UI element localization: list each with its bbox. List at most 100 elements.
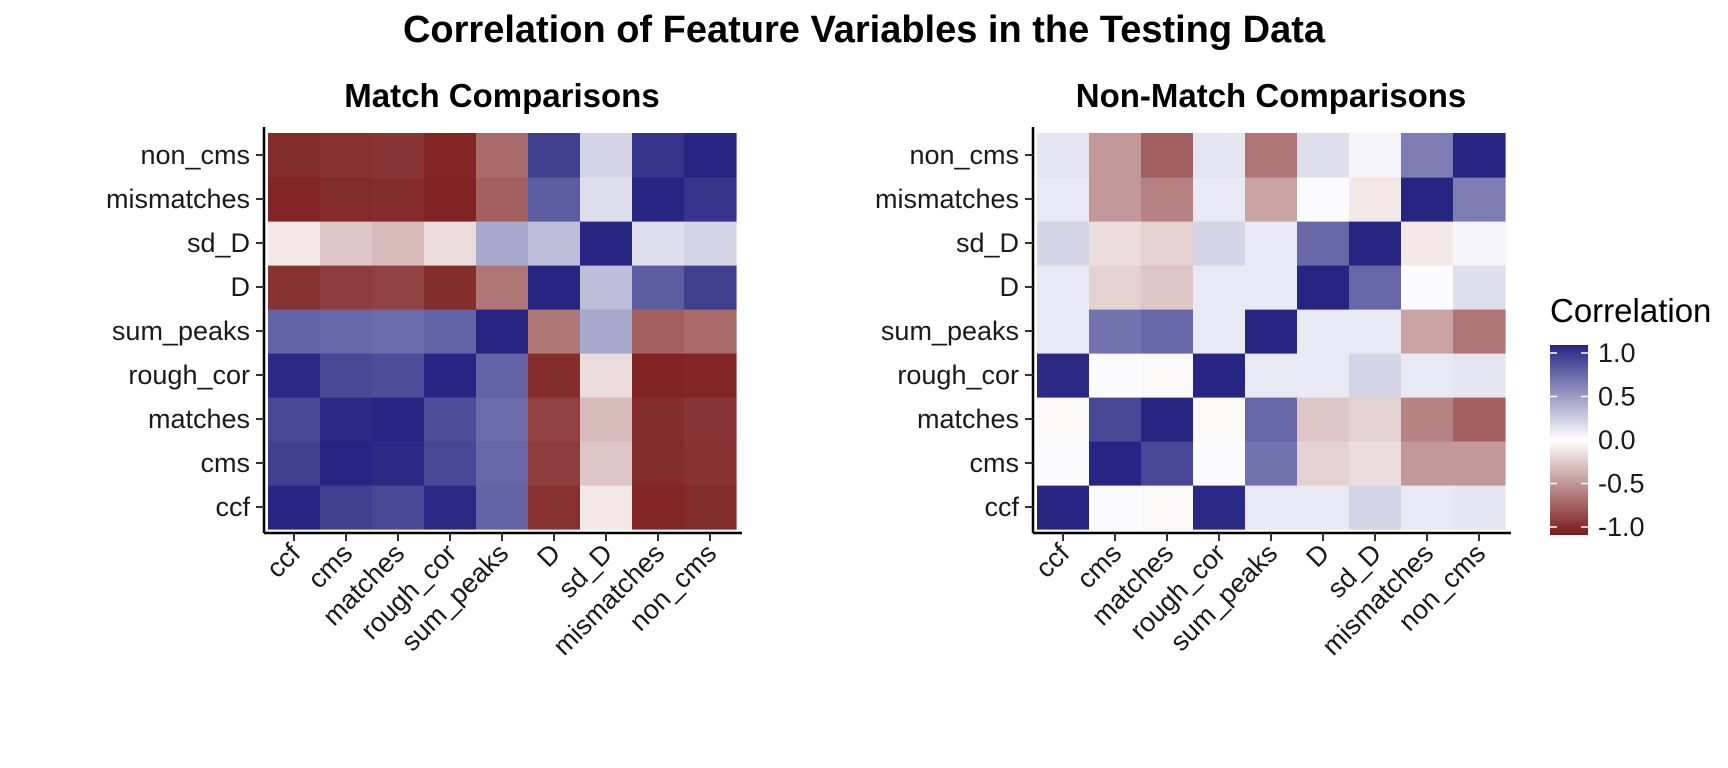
x-tick-label-ccf: ccf: [261, 538, 307, 584]
heatmap-cell-cms-matches: [320, 397, 373, 442]
heatmap-cell-matches-rough_cor: [372, 353, 425, 398]
heatmap-cell-sd_D-non_cms: [580, 133, 633, 178]
heatmap-cell-matches-mismatches: [1141, 177, 1194, 222]
heatmap-cell-sd_D-D: [580, 265, 633, 310]
heatmap-cell-rough_cor-non_cms: [1193, 133, 1246, 178]
heatmap-cell-ccf-cms: [1037, 441, 1090, 486]
y-tick-label-cms: cms: [970, 448, 1020, 478]
heatmap-cell-D-sum_peaks: [528, 309, 581, 354]
heatmap-cell-matches-ccf: [372, 485, 425, 530]
legend-ticks: 1.0 0.5 0.0 -0.5 -1.0: [1550, 338, 1645, 542]
heatmap-cell-non_cms-rough_cor: [1453, 353, 1506, 398]
heatmap-cell-cms-ccf: [1089, 485, 1142, 530]
y-tick-label-rough_cor: rough_cor: [128, 360, 250, 390]
heatmap-cell-ccf-cms: [268, 441, 321, 486]
heatmap-cell-D-matches: [528, 397, 581, 442]
heatmap-cell-rough_cor-D: [1193, 265, 1246, 310]
y-tick-label-matches: matches: [917, 404, 1019, 434]
heatmap-cell-cms-rough_cor: [1089, 353, 1142, 398]
heatmap-cell-cms-matches: [1089, 397, 1142, 442]
heatmap-cell-ccf-rough_cor: [1037, 353, 1090, 398]
heatmap-cell-D-non_cms: [528, 133, 581, 178]
heatmap-cell-matches-sd_D: [1141, 221, 1194, 266]
heatmap-cell-non_cms-sum_peaks: [684, 309, 737, 354]
heatmap-cell-rough_cor-non_cms: [424, 133, 477, 178]
heatmap-cell-cms-cms: [320, 441, 373, 486]
y-tick-label-ccf: ccf: [984, 492, 1019, 522]
heatmap-cell-rough_cor-cms: [424, 441, 477, 486]
heatmap-cell-non_cms-sum_peaks: [1453, 309, 1506, 354]
heatmap-cell-matches-non_cms: [1141, 133, 1194, 178]
heatmap-cell-ccf-rough_cor: [268, 353, 321, 398]
heatmap-cell-sd_D-ccf: [1349, 485, 1402, 530]
heatmap-cell-sd_D-mismatches: [1349, 177, 1402, 222]
heatmap-cell-cms-cms: [1089, 441, 1142, 486]
heatmap-cell-mismatches-D: [1401, 265, 1454, 310]
heatmap-cell-cms-D: [320, 265, 373, 310]
heatmap-cell-D-non_cms: [1297, 133, 1350, 178]
heatmap-cell-rough_cor-rough_cor: [424, 353, 477, 398]
heatmap-cell-mismatches-sum_peaks: [1401, 309, 1454, 354]
heatmap-cell-sd_D-matches: [580, 397, 633, 442]
non-match-comparisons-panel: Non-Match Comparisons ccf cms matches rough…: [875, 77, 1511, 661]
heatmap-cell-ccf-sum_peaks: [1037, 309, 1090, 354]
heatmap-cell-matches-sum_peaks: [1141, 309, 1194, 354]
heatmap-cell-matches-D: [372, 265, 425, 310]
heatmap-cell-ccf-ccf: [268, 485, 321, 530]
heatmap-cell-ccf-mismatches: [268, 177, 321, 222]
heatmap-cell-matches-sd_D: [372, 221, 425, 266]
heatmap-cell-ccf-ccf: [1037, 485, 1090, 530]
heatmap-cell-non_cms-mismatches: [1453, 177, 1506, 222]
heatmap-cell-sum_peaks-matches: [1245, 397, 1298, 442]
match-comparisons-panel: Match Comparisons ccf cms matches rough_cor…: [106, 77, 742, 661]
heatmap-cell-sd_D-mismatches: [580, 177, 633, 222]
heatmap-cell-mismatches-sd_D: [632, 221, 685, 266]
heatmap-cell-cms-sum_peaks: [1089, 309, 1142, 354]
heatmap-cell-mismatches-matches: [1401, 397, 1454, 442]
heatmap-cell-sum_peaks-mismatches: [1245, 177, 1298, 222]
heatmap-cell-rough_cor-cms: [1193, 441, 1246, 486]
heatmap-cell-rough_cor-matches: [424, 397, 477, 442]
legend-tick-label: -1.0: [1598, 512, 1645, 542]
heatmap-cell-ccf-matches: [268, 397, 321, 442]
heatmap-cell-rough_cor-ccf: [424, 485, 477, 530]
heatmap-cells-non-match: [1037, 133, 1506, 530]
heatmap-cell-sum_peaks-non_cms: [1245, 133, 1298, 178]
heatmap-cell-ccf-sd_D: [268, 221, 321, 266]
heatmap-cell-sd_D-non_cms: [1349, 133, 1402, 178]
heatmap-cell-non_cms-rough_cor: [684, 353, 737, 398]
y-tick-label-rough_cor: rough_cor: [897, 360, 1019, 390]
heatmap-cell-non_cms-non_cms: [684, 133, 737, 178]
heatmap-cell-non_cms-sd_D: [684, 221, 737, 266]
y-tick-label-sd_D: sd_D: [956, 228, 1019, 258]
heatmap-cell-sd_D-cms: [1349, 441, 1402, 486]
heatmap-cell-sum_peaks-D: [1245, 265, 1298, 310]
legend-tick-label: 0.0: [1598, 425, 1636, 455]
heatmap-cell-matches-cms: [372, 441, 425, 486]
heatmap-cell-cms-sum_peaks: [320, 309, 373, 354]
heatmap-cell-sd_D-matches: [1349, 397, 1402, 442]
heatmap-cell-mismatches-mismatches: [1401, 177, 1454, 222]
heatmap-cell-sum_peaks-cms: [476, 441, 529, 486]
heatmap-cell-sum_peaks-sum_peaks: [476, 309, 529, 354]
heatmap-cell-sum_peaks-cms: [1245, 441, 1298, 486]
heatmap-cell-rough_cor-sd_D: [424, 221, 477, 266]
y-tick-label-D: D: [231, 272, 251, 302]
heatmap-cell-mismatches-cms: [632, 441, 685, 486]
heatmap-cell-matches-rough_cor: [1141, 353, 1194, 398]
heatmap-cell-rough_cor-D: [424, 265, 477, 310]
heatmap-cell-mismatches-sd_D: [1401, 221, 1454, 266]
heatmap-cell-non_cms-ccf: [1453, 485, 1506, 530]
heatmap-cell-mismatches-ccf: [632, 485, 685, 530]
y-tick-label-mismatches: mismatches: [106, 184, 250, 214]
heatmap-cell-rough_cor-ccf: [1193, 485, 1246, 530]
heatmap-cell-D-D: [1297, 265, 1350, 310]
heatmap-cell-ccf-D: [268, 265, 321, 310]
heatmap-cell-D-matches: [1297, 397, 1350, 442]
heatmap-cell-rough_cor-mismatches: [1193, 177, 1246, 222]
heatmap-cell-matches-matches: [1141, 397, 1194, 442]
heatmap-cell-rough_cor-sd_D: [1193, 221, 1246, 266]
heatmap-cell-rough_cor-mismatches: [424, 177, 477, 222]
heatmap-cell-D-cms: [1297, 441, 1350, 486]
heatmap-cell-mismatches-non_cms: [1401, 133, 1454, 178]
